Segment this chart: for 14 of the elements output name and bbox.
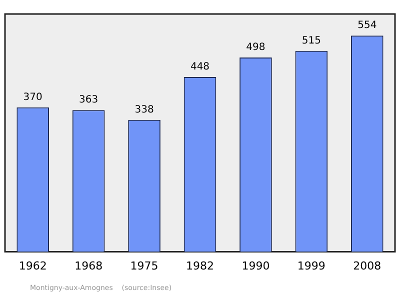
data-label: 338 [134,104,154,116]
x-tick-label: 1999 [297,259,326,272]
data-label: 363 [79,94,98,106]
x-tick-label: 1968 [74,259,103,272]
x-tick-label: 2008 [353,259,382,272]
x-tick-label: 1962 [18,259,47,272]
data-label: 370 [23,92,42,104]
data-label: 448 [190,62,210,73]
data-label: 554 [358,20,377,32]
data-label: 515 [302,35,321,46]
data-label: 498 [246,42,266,54]
x-tick-label: 1975 [130,259,158,272]
x-tick-label: 1990 [242,259,270,272]
x-tick-label: 1982 [186,259,214,272]
